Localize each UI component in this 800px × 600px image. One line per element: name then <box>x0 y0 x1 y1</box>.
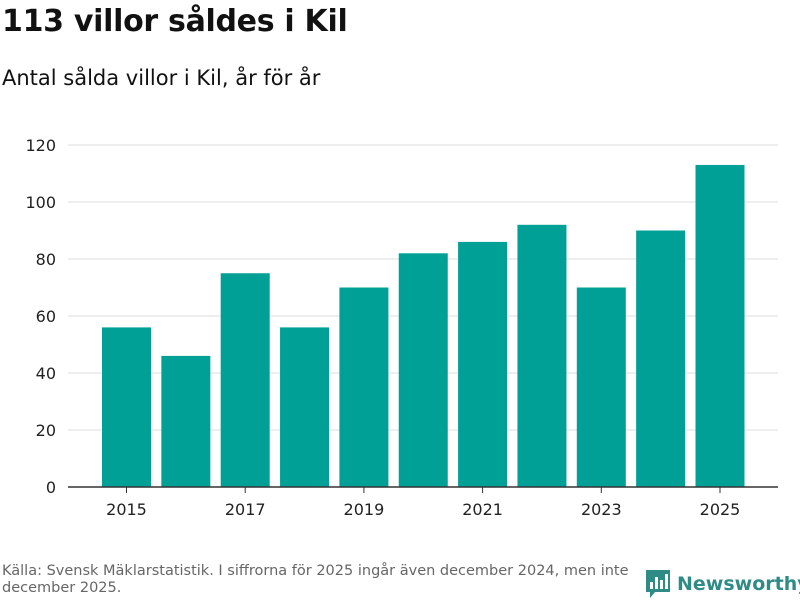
source-note: Källa: Svensk Mäklarstatistik. I siffror… <box>2 563 629 596</box>
x-tick-label: 2017 <box>225 500 266 519</box>
y-tick-label: 100 <box>25 193 56 212</box>
x-tick-label: 2025 <box>700 500 741 519</box>
y-tick-label: 80 <box>36 250 56 269</box>
bar-2018 <box>280 327 330 487</box>
bar-2020 <box>398 253 448 487</box>
y-tick-label: 20 <box>36 421 56 440</box>
bar-2022 <box>517 224 567 488</box>
chart-subtitle: Antal sålda villor i Kil, år för år <box>2 66 321 90</box>
y-tick-label: 120 <box>25 136 56 155</box>
bar-2025 <box>695 164 745 487</box>
chart-title: 113 villor såldes i Kil <box>2 4 348 39</box>
brand-logo: Newsworthy <box>645 569 800 599</box>
axes: 0 20 40 60 80 100 120 2015 2017 2019 2021 2023 2025 <box>25 136 778 519</box>
bar-2024 <box>636 230 686 487</box>
x-tick-label: 2015 <box>106 500 147 519</box>
y-tick-label: 60 <box>36 307 56 326</box>
x-tick-label: 2019 <box>344 500 385 519</box>
bar-chart-logo-icon <box>646 570 670 598</box>
bar-2023 <box>576 287 626 487</box>
bar-2015 <box>102 327 151 487</box>
x-tick-label: 2021 <box>462 500 503 519</box>
y-tick-label: 0 <box>46 478 56 497</box>
bar-chart: 0 20 40 60 80 100 120 2015 2017 2019 2021 2023 2025 <box>25 136 778 519</box>
bar-2021 <box>458 241 508 487</box>
bar-2017 <box>220 273 270 487</box>
bars <box>102 164 745 488</box>
x-tick-label: 2023 <box>581 500 622 519</box>
bar-2019 <box>339 287 389 487</box>
bar-2016 <box>161 355 211 487</box>
y-tick-label: 40 <box>36 364 56 383</box>
brand-name: Newsworthy <box>677 573 800 595</box>
